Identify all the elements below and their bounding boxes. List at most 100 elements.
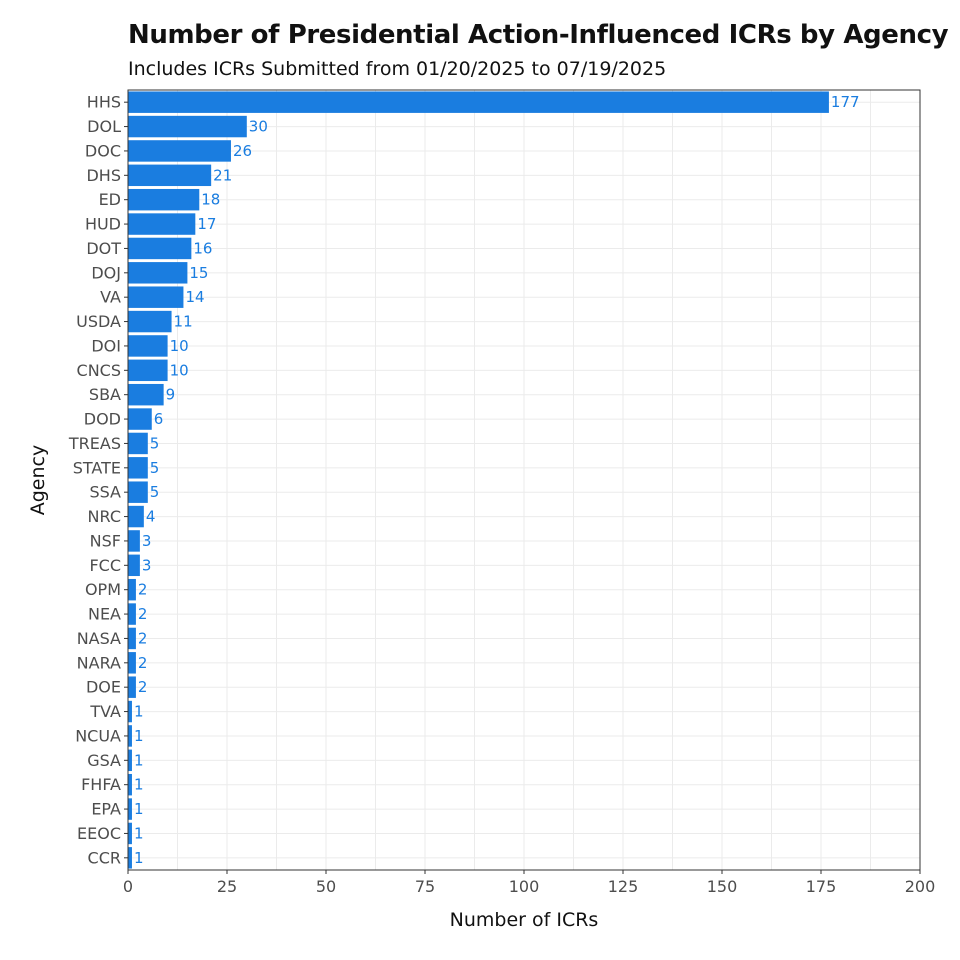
bar — [128, 749, 132, 772]
data-label: 1 — [134, 727, 144, 745]
data-label: 9 — [166, 386, 176, 404]
data-label: 10 — [170, 361, 189, 379]
bar — [128, 700, 132, 723]
data-label: 2 — [138, 605, 148, 623]
data-label: 2 — [138, 678, 148, 696]
y-tick-label: NARA — [77, 653, 121, 672]
y-tick-label: STATE — [73, 458, 121, 477]
bar — [128, 578, 136, 601]
y-tick-label: DHS — [86, 166, 121, 185]
data-label: 26 — [233, 142, 252, 160]
y-tick-label: DOC — [85, 141, 121, 160]
x-tick-label: 150 — [707, 877, 738, 896]
bar — [128, 164, 212, 187]
y-tick-label: NCUA — [75, 726, 121, 745]
y-tick-label: ED — [99, 190, 121, 209]
data-label: 15 — [189, 264, 208, 282]
x-tick-label: 175 — [806, 877, 837, 896]
y-tick-label: HUD — [85, 215, 121, 234]
bar — [128, 457, 148, 479]
data-label: 16 — [193, 239, 212, 257]
data-label: 2 — [138, 581, 148, 599]
bar — [128, 603, 136, 625]
data-label: 17 — [197, 215, 216, 233]
x-tick-label: 0 — [123, 877, 133, 896]
y-tick-label: DOJ — [91, 263, 121, 282]
x-axis: 0 25 50 75 100 125 150 175 200 — [123, 870, 935, 896]
data-label: 18 — [201, 191, 220, 209]
y-tick-label: HHS — [87, 93, 121, 112]
y-tick-label: NEA — [88, 605, 121, 624]
x-tick-label: 100 — [509, 877, 540, 896]
data-label: 177 — [831, 93, 860, 111]
bar — [128, 847, 132, 869]
y-tick-label: VA — [100, 288, 121, 307]
bar — [128, 432, 148, 455]
bar — [128, 773, 132, 796]
bar — [128, 725, 132, 747]
bar — [128, 310, 172, 333]
y-tick-label: EEOC — [77, 824, 121, 843]
data-label: 1 — [134, 703, 144, 721]
bar — [128, 335, 168, 357]
bar — [128, 505, 144, 528]
data-label: 2 — [138, 629, 148, 647]
bars — [128, 91, 829, 869]
x-tick-label: 75 — [415, 877, 435, 896]
data-label: 4 — [146, 508, 156, 526]
x-tick-label: 125 — [608, 877, 639, 896]
bar — [128, 652, 136, 674]
y-tick-label: DOI — [91, 336, 121, 355]
x-tick-label: 25 — [217, 877, 237, 896]
data-label: 1 — [134, 800, 144, 818]
y-tick-label: CCR — [88, 848, 121, 867]
bar — [128, 115, 247, 138]
data-label: 2 — [138, 654, 148, 672]
data-label: 1 — [134, 849, 144, 867]
y-axis-title: Agency — [27, 445, 49, 515]
y-tick-label: FCC — [89, 556, 121, 575]
y-tick-label: NSF — [90, 531, 121, 550]
data-label: 5 — [150, 483, 160, 501]
y-tick-label: DOE — [86, 678, 121, 697]
y-axis: HHS DOL DOC DHS ED HUD DOT DOJ VA USDA DOI CNCS SBA D… — [68, 93, 128, 867]
bar — [128, 822, 132, 845]
data-label: 10 — [170, 337, 189, 355]
bar — [128, 676, 136, 698]
data-label: 5 — [150, 459, 160, 477]
bar — [128, 481, 148, 503]
data-label: 1 — [134, 751, 144, 769]
bar — [128, 237, 192, 260]
bar — [128, 530, 140, 552]
y-tick-label: SBA — [89, 385, 121, 404]
bar — [128, 383, 164, 406]
y-tick-label: DOT — [86, 239, 121, 258]
y-tick-label: NRC — [88, 507, 121, 526]
y-tick-label: TREAS — [68, 434, 121, 453]
data-label: 1 — [134, 776, 144, 794]
data-labels: 1773026211817161514111010965554332222211… — [134, 93, 860, 867]
y-tick-label: EPA — [91, 800, 121, 819]
x-axis-title: Number of ICRs — [450, 909, 599, 931]
data-label: 21 — [213, 166, 232, 184]
bar — [128, 627, 136, 650]
y-tick-label: CNCS — [77, 361, 121, 380]
data-label: 6 — [154, 410, 164, 428]
bar — [128, 798, 132, 820]
y-tick-label: SSA — [89, 483, 121, 502]
bar — [128, 188, 200, 211]
y-tick-label: USDA — [76, 312, 121, 331]
y-tick-label: GSA — [87, 751, 121, 770]
data-label: 1 — [134, 824, 144, 842]
chart-subtitle: Includes ICRs Submitted from 01/20/2025 … — [128, 58, 667, 80]
x-tick-label: 50 — [316, 877, 336, 896]
data-label: 3 — [142, 532, 152, 550]
y-tick-label: DOD — [84, 410, 121, 429]
data-label: 3 — [142, 556, 152, 574]
bar — [128, 140, 231, 162]
x-tick-label: 200 — [905, 877, 936, 896]
bar — [128, 286, 184, 308]
data-label: 11 — [174, 313, 193, 331]
